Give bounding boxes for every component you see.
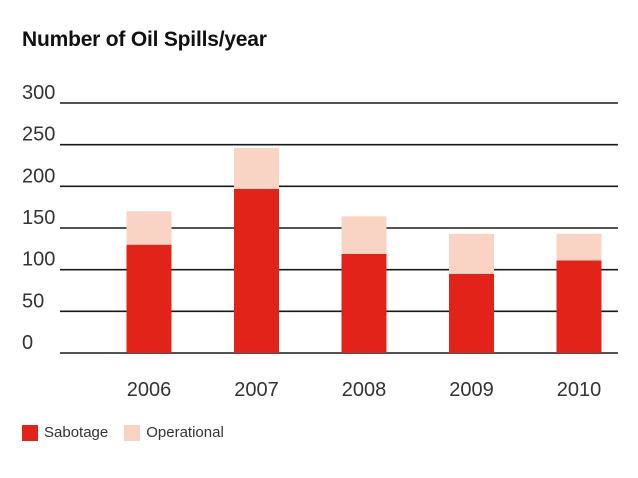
legend-item-operational: Operational [124,424,224,441]
bar-operational-2010 [556,233,602,261]
x-tick-label-2006: 2006 [127,379,172,401]
bar-operational-2006 [126,211,172,245]
chart-title: Number of Oil Spills/year [22,28,267,51]
y-tick-label-100: 100 [22,249,55,271]
x-tick-label-2010: 2010 [557,379,602,401]
legend-item-sabotage: Sabotage [22,424,108,441]
bar-sabotage-2009 [449,273,494,353]
legend-swatch-sabotage [22,424,38,441]
legend-swatch-operational [124,424,141,441]
bar-sabotage-2010 [556,260,602,353]
gridlines [60,102,618,354]
bar-operational-2007 [234,148,279,189]
legend-label-operational: Operational [146,424,224,441]
bar-sabotage-2007 [234,188,279,353]
y-tick-label-200: 200 [22,165,55,187]
x-tick-label-2009: 2009 [449,379,494,401]
bar-operational-2008 [341,216,387,254]
x-axis-tick-labels: 2006 2007 2008 2009 2010 [127,379,602,401]
bars [126,148,602,353]
legend-label-sabotage: Sabotage [44,424,109,441]
y-tick-label-50: 50 [22,290,44,312]
y-tick-label-0: 0 [22,332,33,354]
x-tick-label-2007: 2007 [234,379,279,401]
y-tick-label-300: 300 [22,82,55,104]
bar-sabotage-2008 [341,253,387,353]
y-tick-label-150: 150 [22,207,55,229]
y-axis-tick-labels: 0 50 100 150 200 250 300 [22,82,55,354]
bar-operational-2009 [449,233,494,274]
chart-legend: Sabotage Operational [22,424,240,441]
bar-sabotage-2006 [126,244,172,353]
x-tick-label-2008: 2008 [342,379,387,401]
y-tick-label-250: 250 [22,124,55,146]
